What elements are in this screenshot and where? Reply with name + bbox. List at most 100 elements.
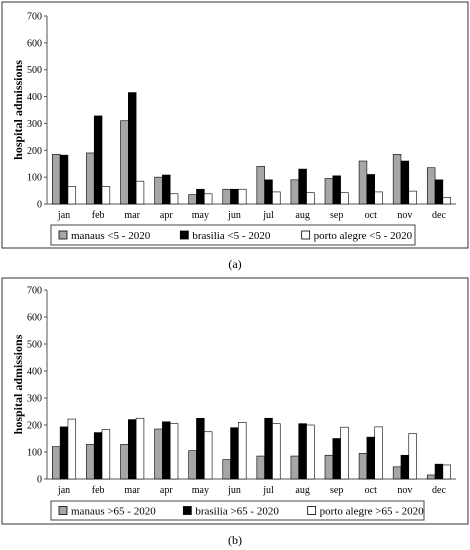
- bar-jan-series-1: [52, 154, 61, 205]
- legend: manaus <5 - 2020 brasilia <5 - 2020 porto …: [50, 224, 416, 246]
- legend-entry-1: manaus >65 - 2020: [71, 506, 156, 518]
- y-tick-label: 300: [27, 394, 42, 405]
- x-tick-label: mar: [124, 210, 140, 221]
- bar-jan-series-2: [59, 154, 69, 205]
- bar-may-series-2: [196, 188, 205, 205]
- bar-mar-series-3: [135, 180, 145, 205]
- legend-entry-2: brasilia >65 - 2020: [195, 506, 279, 518]
- bar-feb-series-2: [93, 432, 103, 480]
- chart-panel-2: 0 100 200 300 400 500 600 700 hospital admission…: [1, 277, 469, 525]
- bar-nov-series-1: [392, 154, 402, 205]
- bar-aug-series-2: [298, 168, 307, 205]
- bar-sep-series-3: [340, 192, 349, 205]
- bar-dec-series-3: [442, 464, 451, 480]
- bar-may-series-2: [196, 417, 205, 480]
- bar-jul-series-1: [256, 455, 265, 480]
- bar-nov-series-3: [408, 190, 417, 205]
- x-tick-label: may: [192, 210, 209, 221]
- bar-mar-series-2: [128, 92, 137, 205]
- x-tick-label: oct: [365, 485, 377, 496]
- x-tick-label: mar: [124, 485, 140, 496]
- legend-entry-3: porto alegre >65 - 2020: [320, 506, 424, 518]
- y-tick-label: 700: [27, 286, 42, 297]
- bar-oct-series-1: [358, 160, 368, 205]
- panel-label: (b): [228, 533, 242, 547]
- bar-jul-series-1: [256, 166, 265, 205]
- bar-jul-series-3: [272, 191, 281, 205]
- bar-jun-series-2: [230, 427, 239, 480]
- x-tick-label: jul: [262, 485, 274, 496]
- y-tick-label: 600: [27, 38, 42, 49]
- bar-sep-series-2: [332, 438, 341, 480]
- legend-swatch-3: [307, 506, 317, 515]
- x-tick-label: nov: [397, 485, 412, 496]
- bar-aug-series-1: [290, 179, 300, 205]
- x-tick-label: dec: [432, 210, 446, 221]
- y-tick-label: 600: [27, 313, 42, 324]
- bar-feb-series-1: [86, 152, 95, 205]
- x-tick-label: dec: [432, 485, 446, 496]
- x-tick-label: apr: [160, 210, 173, 221]
- legend-swatch-2: [182, 506, 192, 515]
- bar-jun-series-1: [222, 188, 231, 205]
- x-tick-label: jun: [227, 485, 241, 496]
- x-tick-label: sep: [330, 210, 343, 221]
- y-tick-label: 700: [27, 12, 42, 23]
- bar-jun-series-3: [238, 421, 247, 480]
- bar-feb-series-3: [101, 186, 111, 205]
- bar-may-series-3: [203, 431, 213, 480]
- legend-swatch-1: [58, 506, 68, 515]
- bar-dec-series-1: [426, 474, 436, 480]
- bar-oct-series-3: [374, 191, 383, 205]
- bar-jul-series-2: [264, 179, 273, 205]
- bar-aug-series-2: [298, 423, 307, 480]
- x-tick-label: feb: [92, 485, 105, 496]
- x-tick-label: oct: [365, 210, 377, 221]
- x-tick-label: jun: [227, 210, 241, 221]
- bar-aug-series-3: [306, 424, 315, 480]
- bar-jun-series-1: [222, 459, 231, 480]
- bar-may-series-3: [203, 193, 213, 205]
- y-tick-label: 300: [27, 119, 42, 130]
- bar-jan-series-3: [67, 186, 77, 205]
- bar-apr-series-2: [162, 421, 171, 480]
- bar-mar-series-1: [120, 444, 129, 480]
- bar-jun-series-3: [238, 188, 247, 205]
- bar-nov-series-2: [400, 454, 410, 480]
- bar-mar-series-3: [135, 417, 145, 480]
- bar-jan-series-1: [52, 446, 61, 480]
- bar-feb-series-3: [101, 429, 111, 480]
- y-tick-label: 200: [27, 146, 42, 157]
- y-tick-label: 100: [27, 173, 42, 184]
- bar-may-series-1: [188, 450, 197, 480]
- legend-box: [50, 500, 425, 521]
- bar-apr-series-1: [154, 176, 163, 205]
- y-tick-label: 0: [37, 475, 42, 486]
- bar-feb-series-1: [86, 444, 95, 480]
- legend-swatch-1: [58, 230, 68, 240]
- panel-frame: [1, 1, 469, 249]
- bar-sep-series-1: [324, 454, 334, 480]
- bar-apr-series-1: [154, 428, 163, 480]
- x-tick-label: may: [192, 485, 209, 496]
- bar-sep-series-3: [340, 426, 349, 480]
- x-tick-label: feb: [92, 210, 105, 221]
- panel-label: (a): [228, 257, 241, 271]
- x-tick-label: nov: [397, 210, 412, 221]
- bar-jan-series-3: [67, 418, 77, 480]
- bar-dec-series-3: [442, 196, 451, 205]
- bar-apr-series-3: [169, 423, 179, 480]
- bar-feb-series-2: [93, 115, 103, 205]
- panel-frame: [1, 277, 469, 525]
- bar-dec-series-2: [434, 179, 444, 205]
- x-tick-label: aug: [295, 485, 309, 496]
- bar-may-series-1: [188, 194, 197, 205]
- x-tick-label: sep: [330, 485, 343, 496]
- bar-jan-series-2: [59, 426, 69, 480]
- x-tick-label: jan: [57, 210, 70, 221]
- x-tick-label: aug: [295, 210, 309, 221]
- bar-oct-series-2: [366, 436, 375, 480]
- x-tick-label: jan: [57, 485, 70, 496]
- bar-jul-series-2: [264, 417, 273, 480]
